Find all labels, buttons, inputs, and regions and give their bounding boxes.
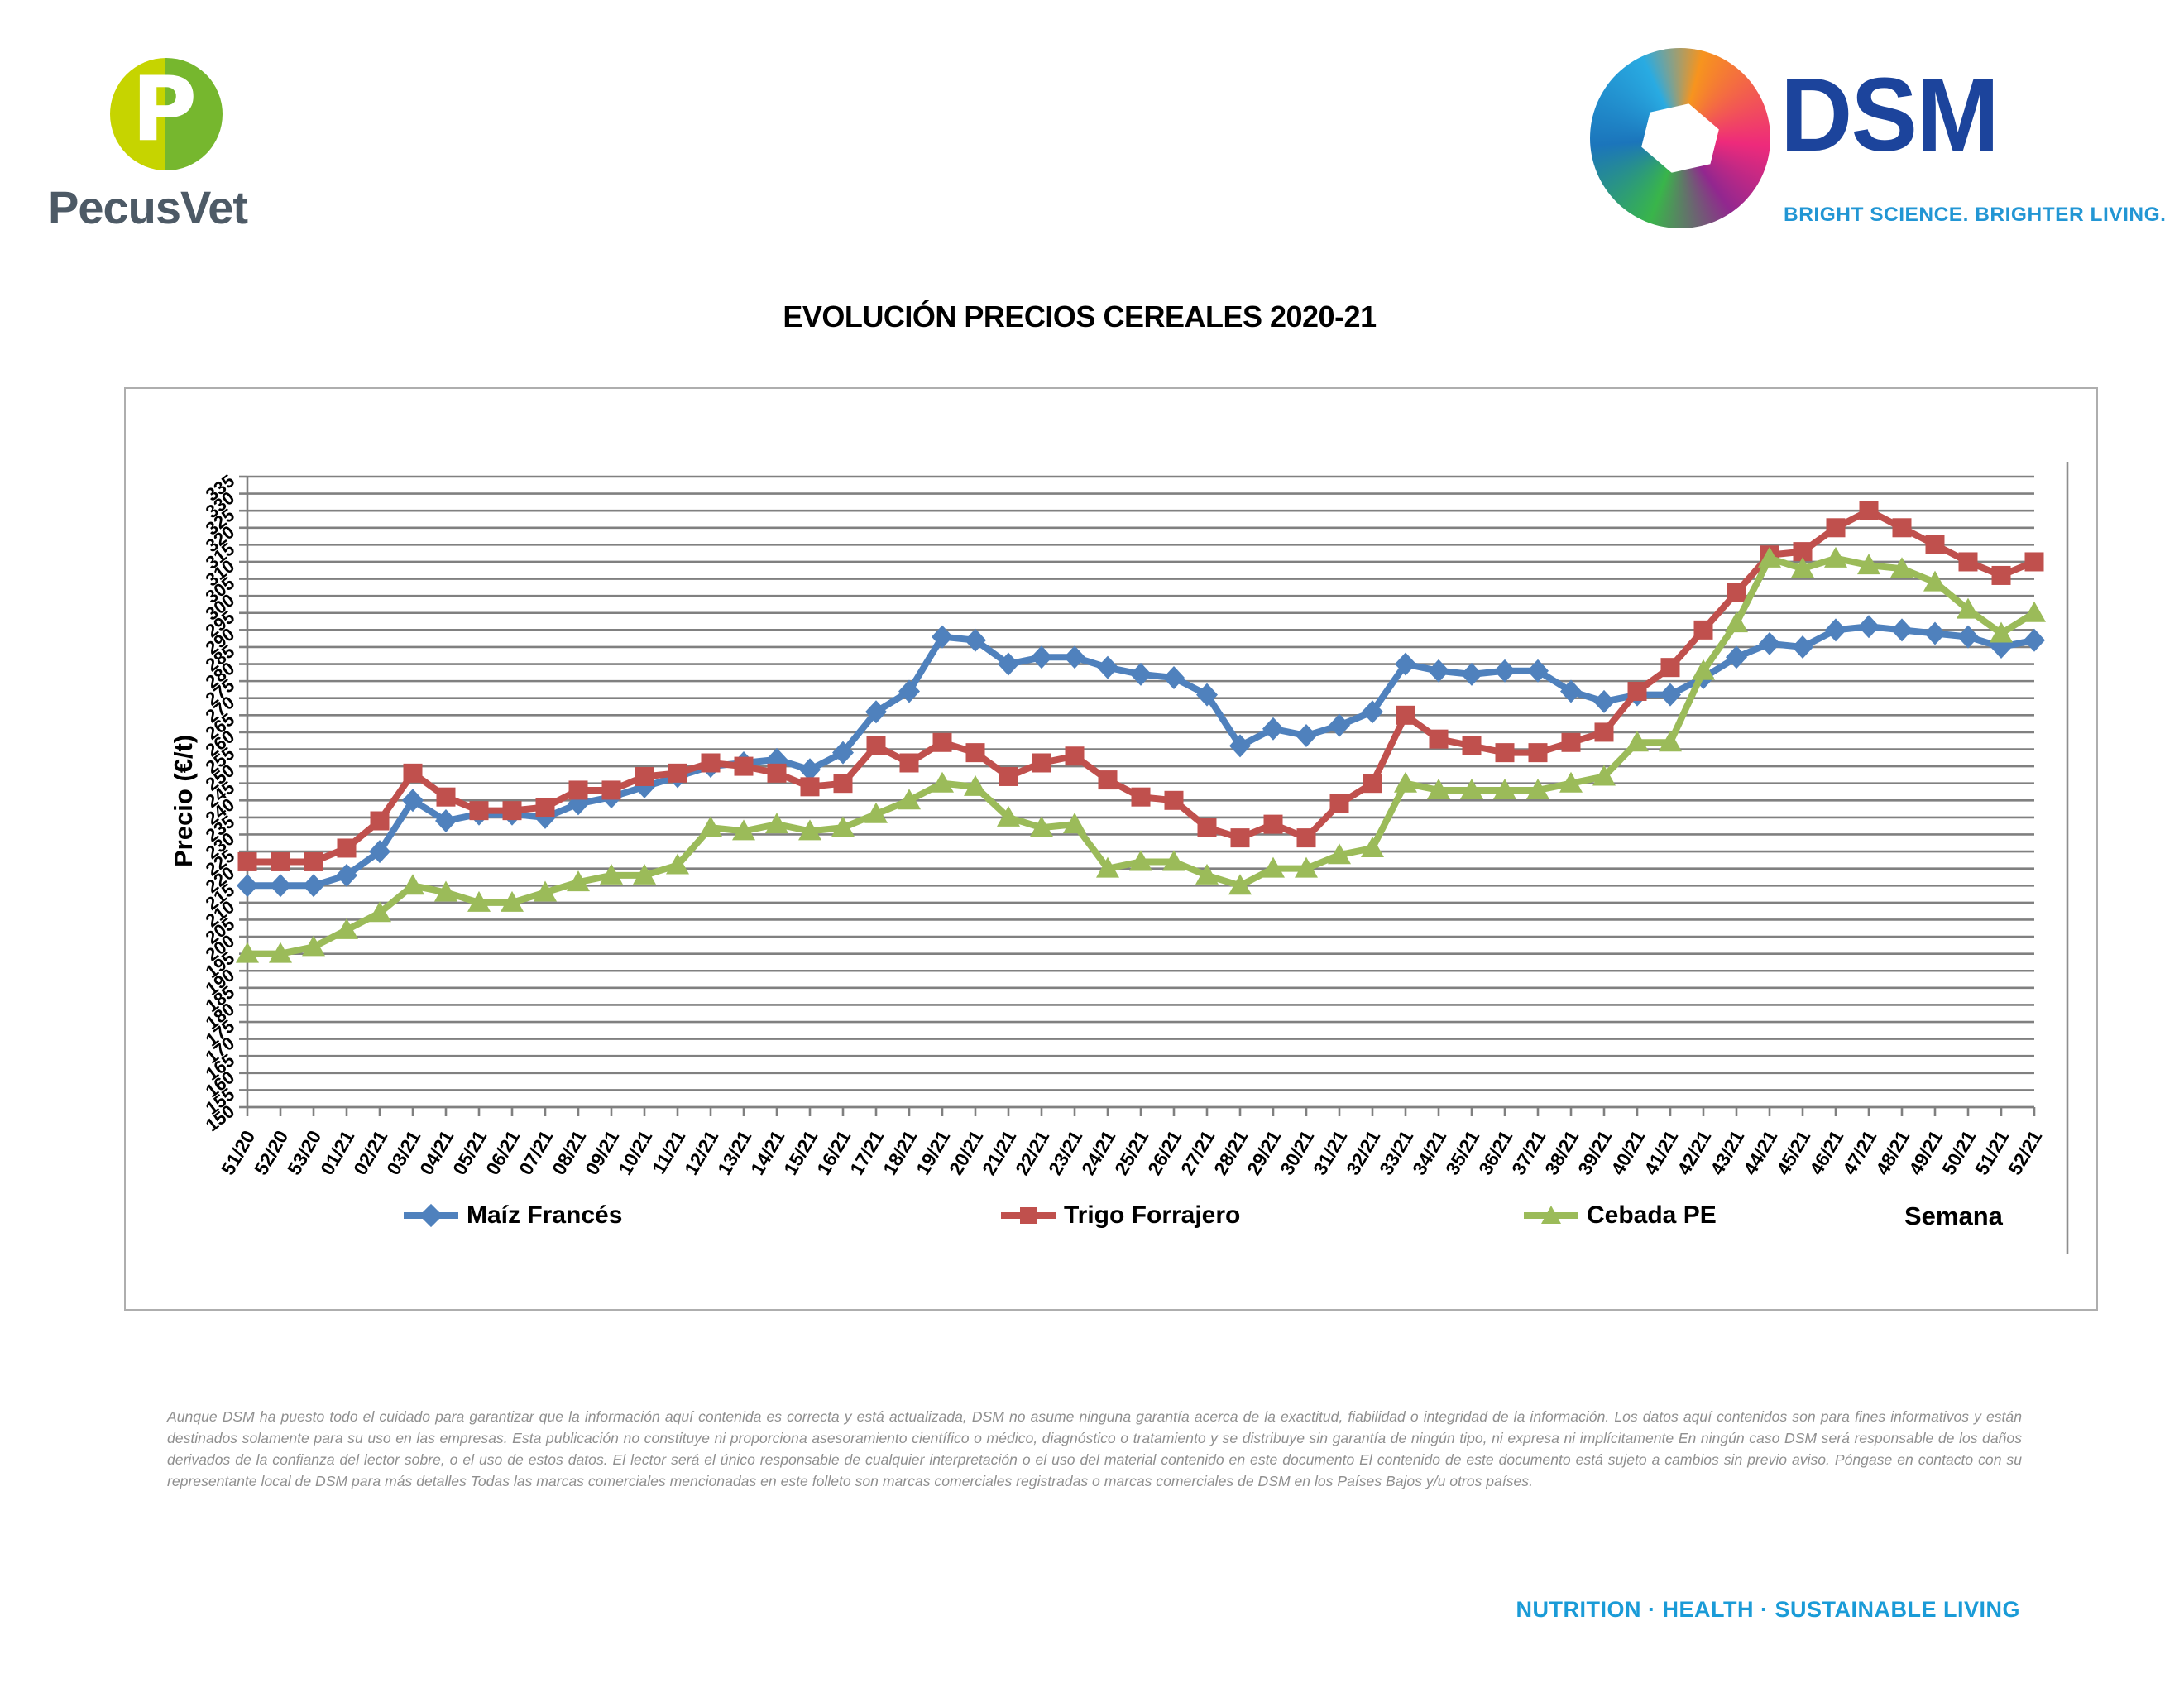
legend-item-cebada-pe: Cebada PE (1524, 1201, 1717, 1230)
pecusvet-logo: P (110, 58, 223, 170)
x-axis-title: Semana (1904, 1201, 2003, 1230)
svg-text:51/21: 51/21 (1971, 1126, 2013, 1178)
svg-text:40/21: 40/21 (1607, 1126, 1649, 1178)
svg-text:03/21: 03/21 (382, 1126, 424, 1178)
maiz-frances-marker-icon (404, 1203, 458, 1228)
svg-text:16/21: 16/21 (812, 1126, 855, 1178)
svg-text:37/21: 37/21 (1507, 1126, 1549, 1178)
dsm-wordmark: DSM (1780, 56, 2000, 173)
chart-container: 150 155 160 165 170 175 180 185 190 195 200 205 210 2… (124, 387, 2098, 1311)
svg-text:41/21: 41/21 (1640, 1126, 1682, 1178)
svg-text:53/20: 53/20 (283, 1127, 325, 1179)
svg-text:51/20: 51/20 (217, 1127, 259, 1179)
svg-text:23/21: 23/21 (1044, 1126, 1086, 1178)
svg-text:38/21: 38/21 (1540, 1126, 1583, 1178)
cebada-pe-marker-icon (1524, 1203, 1578, 1228)
svg-text:17/21: 17/21 (845, 1126, 888, 1178)
legend-label: Maíz Francés (467, 1201, 623, 1229)
svg-text:27/21: 27/21 (1176, 1126, 1219, 1178)
svg-text:49/21: 49/21 (1904, 1126, 1947, 1178)
svg-text:24/21: 24/21 (1077, 1126, 1119, 1178)
svg-text:20/21: 20/21 (945, 1126, 987, 1178)
svg-text:05/21: 05/21 (448, 1126, 491, 1178)
svg-text:02/21: 02/21 (349, 1126, 391, 1178)
svg-text:26/21: 26/21 (1143, 1126, 1185, 1178)
svg-text:44/21: 44/21 (1739, 1126, 1781, 1178)
svg-text:01/21: 01/21 (316, 1126, 358, 1178)
svg-text:30/21: 30/21 (1276, 1126, 1318, 1178)
svg-text:42/21: 42/21 (1673, 1126, 1715, 1178)
svg-text:48/21: 48/21 (1871, 1126, 1913, 1178)
disclaimer-text: Aunque DSM ha puesto todo el cuidado par… (167, 1408, 2022, 1489)
svg-text:34/21: 34/21 (1408, 1126, 1450, 1178)
svg-text:04/21: 04/21 (415, 1126, 457, 1178)
svg-text:10/21: 10/21 (614, 1126, 656, 1178)
page-title: EVOLUCIÓN PRECIOS CEREALES 2020-21 (783, 300, 1377, 333)
svg-text:36/21: 36/21 (1474, 1126, 1516, 1178)
svg-text:06/21: 06/21 (481, 1126, 524, 1178)
dsm-bottom-tagline: NUTRITION · HEALTH · SUSTAINABLE LIVING (1516, 1597, 2020, 1622)
svg-text:18/21: 18/21 (879, 1126, 921, 1178)
svg-text:14/21: 14/21 (746, 1126, 788, 1178)
svg-text:12/21: 12/21 (680, 1126, 722, 1178)
svg-text:31/21: 31/21 (1309, 1126, 1351, 1178)
svg-text:47/21: 47/21 (1838, 1126, 1880, 1178)
svg-text:13/21: 13/21 (713, 1126, 755, 1178)
svg-text:25/21: 25/21 (1110, 1126, 1152, 1178)
svg-text:32/21: 32/21 (1342, 1126, 1384, 1178)
svg-text:09/21: 09/21 (581, 1126, 623, 1178)
svg-text:08/21: 08/21 (548, 1126, 590, 1178)
dsm-tagline: BRIGHT SCIENCE. BRIGHTER LIVING. (1784, 204, 2167, 226)
svg-text:19/21: 19/21 (912, 1126, 954, 1178)
svg-text:28/21: 28/21 (1209, 1126, 1252, 1178)
trigo-forrajero-marker-icon (1001, 1203, 1056, 1228)
svg-text:15/21: 15/21 (779, 1126, 821, 1178)
svg-text:22/21: 22/21 (1011, 1126, 1053, 1178)
legend-label: Trigo Forrajero (1064, 1201, 1241, 1229)
svg-text:29/21: 29/21 (1243, 1126, 1285, 1178)
svg-text:52/21: 52/21 (2004, 1126, 2046, 1178)
svg-text:52/20: 52/20 (250, 1127, 292, 1179)
svg-text:07/21: 07/21 (515, 1126, 557, 1178)
svg-text:50/21: 50/21 (1937, 1126, 1980, 1178)
legend-item-maiz-frances: Maíz Francés (404, 1201, 622, 1230)
pecusvet-logo-letter: P (132, 58, 198, 162)
dsm-swirl-icon (1590, 48, 1770, 228)
svg-text:33/21: 33/21 (1375, 1126, 1417, 1178)
price-evolution-line-chart: 1501551601651701751801851901952002052102… (202, 462, 2069, 1254)
svg-text:21/21: 21/21 (978, 1126, 1020, 1178)
dsm-swirl-center (1637, 95, 1723, 181)
svg-text:46/21: 46/21 (1805, 1126, 1847, 1178)
legend-item-trigo-forrajero: Trigo Forrajero (1001, 1201, 1240, 1230)
svg-text:45/21: 45/21 (1772, 1126, 1814, 1178)
svg-text:39/21: 39/21 (1573, 1126, 1616, 1178)
pecusvet-wordmark: PecusVet (48, 181, 248, 233)
svg-text:43/21: 43/21 (1706, 1126, 1748, 1178)
legend-label: Cebada PE (1587, 1201, 1717, 1229)
y-axis-title: Precio (€/t) (169, 734, 198, 867)
svg-text:35/21: 35/21 (1441, 1126, 1483, 1178)
